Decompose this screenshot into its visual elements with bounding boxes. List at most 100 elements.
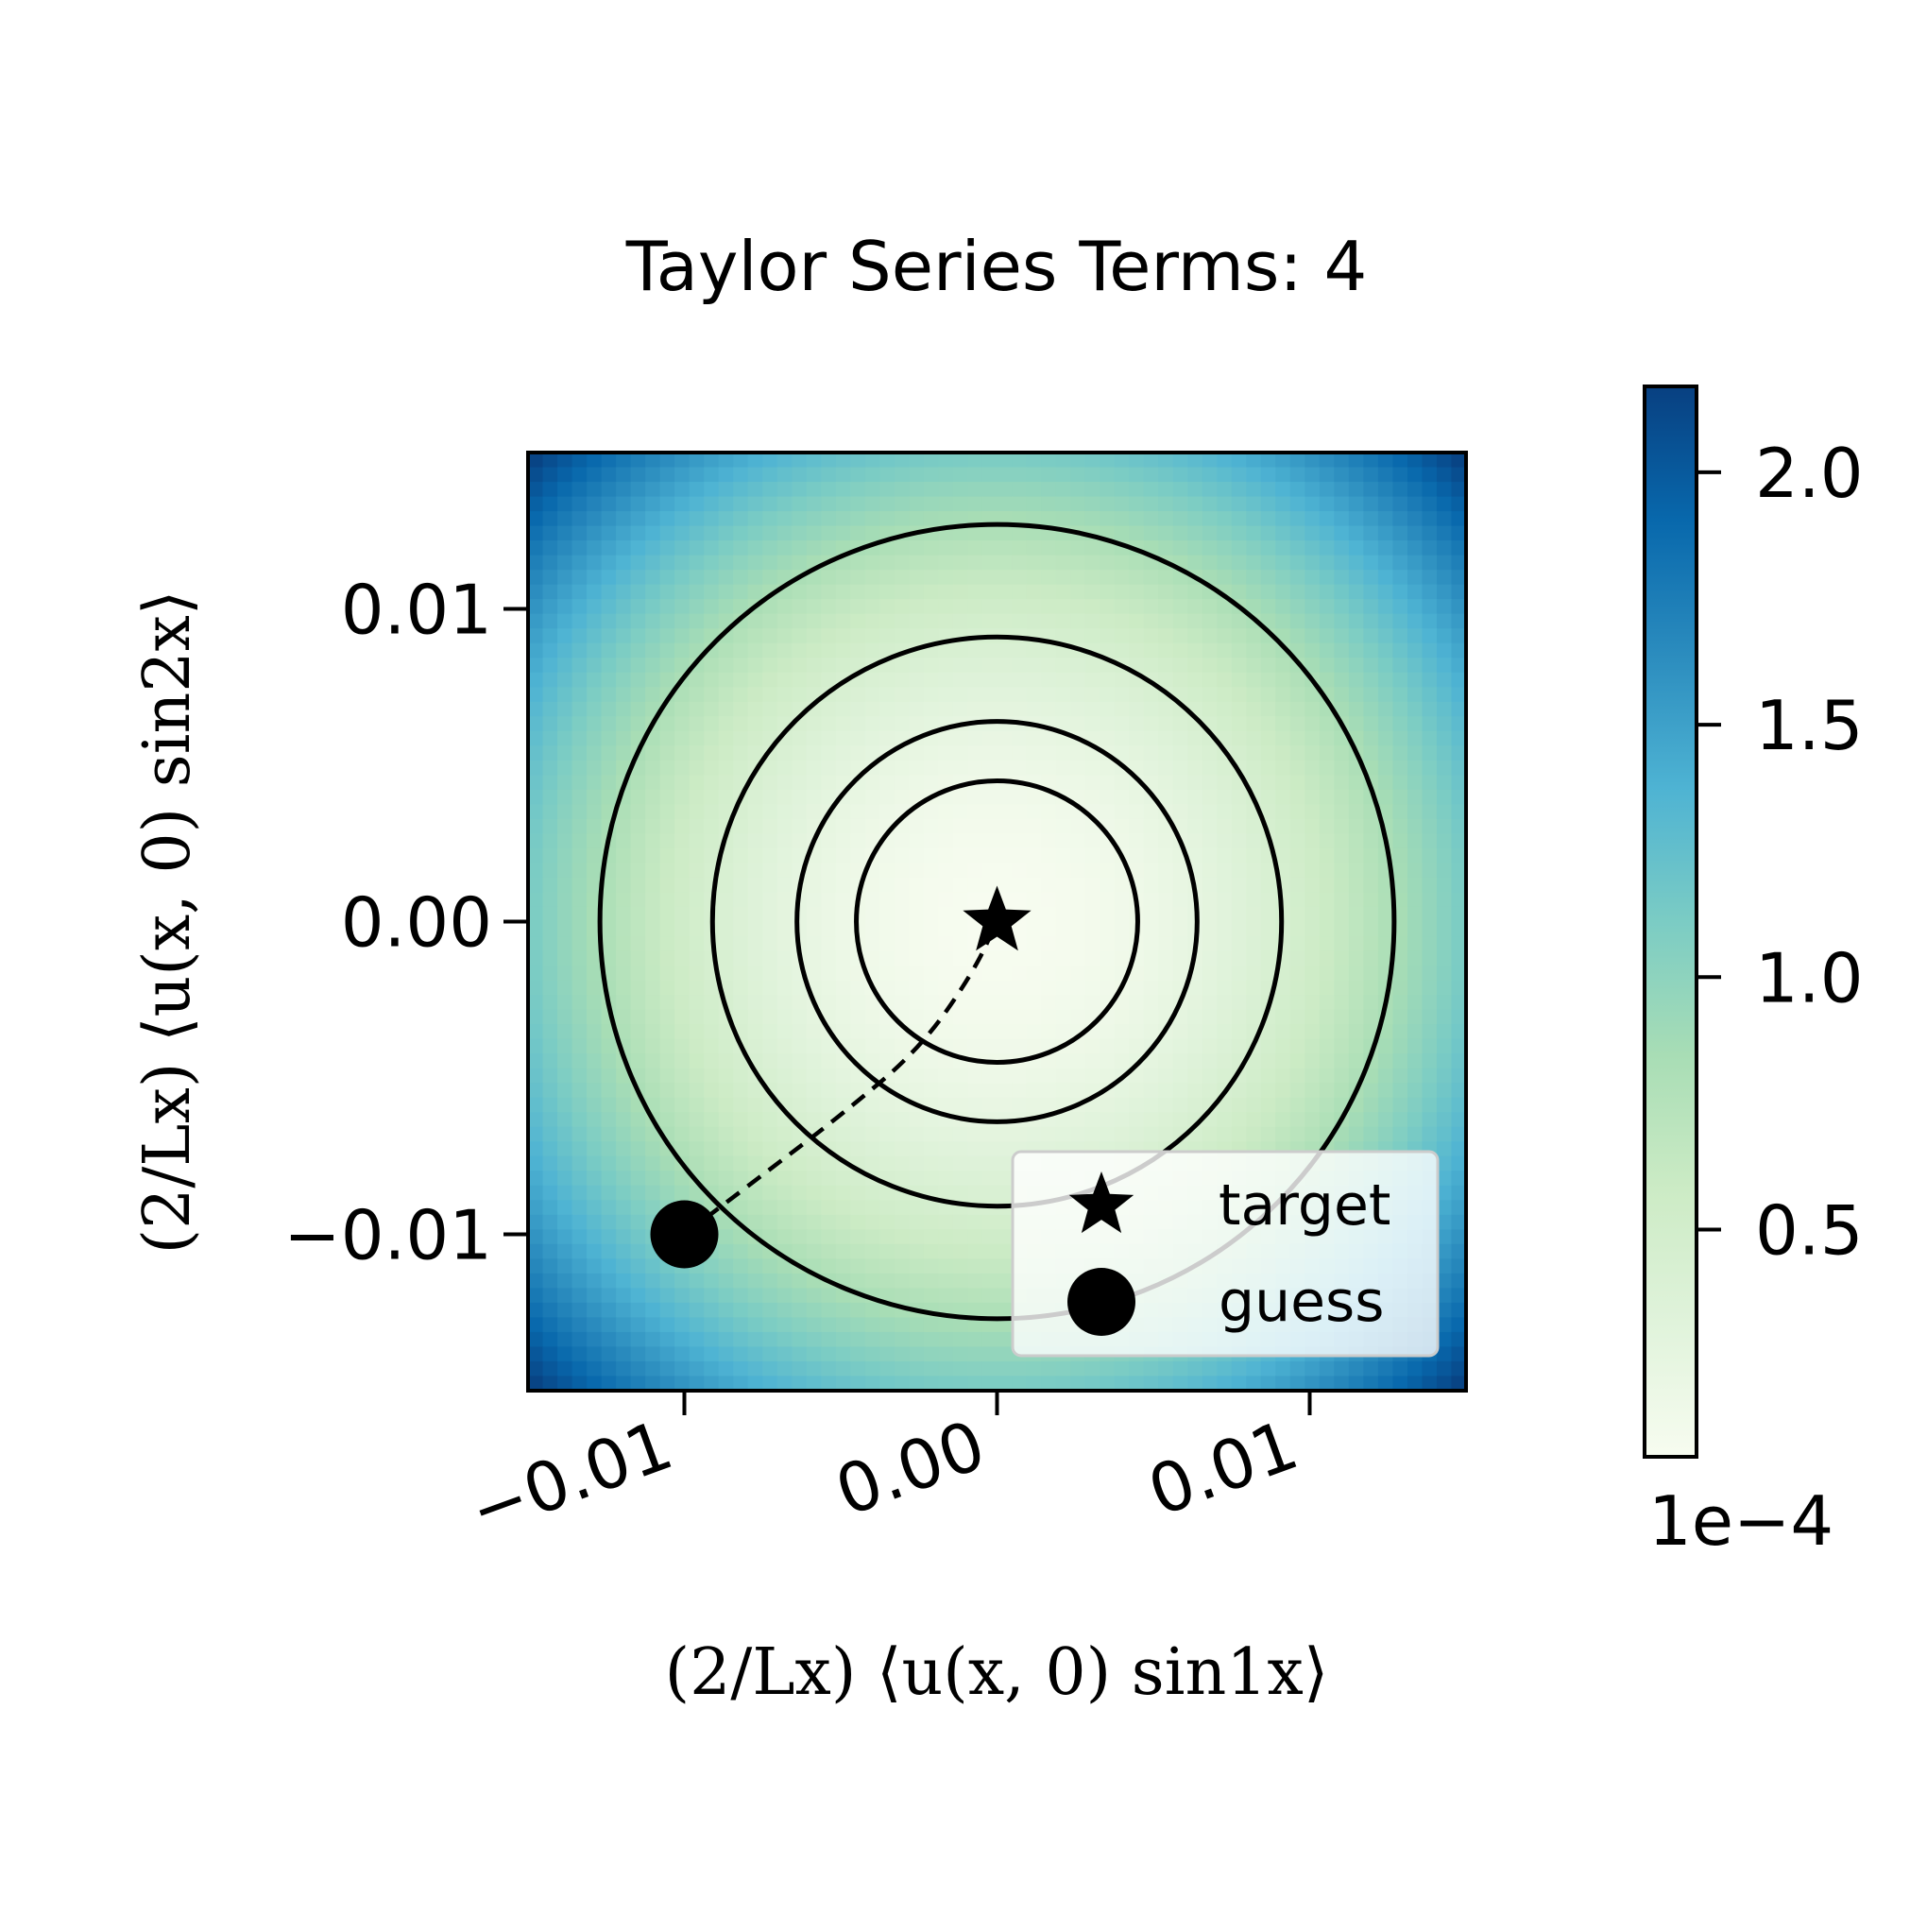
heatmap-cell <box>659 936 675 952</box>
x-tick-label: 0.00 <box>826 1405 995 1531</box>
heatmap-cell <box>718 1376 734 1391</box>
heatmap-cell <box>835 496 851 512</box>
heatmap-cell <box>601 1083 617 1099</box>
heatmap-cell <box>952 525 969 541</box>
heatmap-cell <box>1055 1053 1071 1069</box>
heatmap-cell <box>1436 701 1453 717</box>
heatmap-cell <box>1436 1112 1453 1128</box>
heatmap-cell <box>645 1200 661 1216</box>
heatmap-cell <box>689 995 705 1011</box>
heatmap-cell <box>645 1185 661 1201</box>
heatmap-cell <box>1436 1083 1453 1099</box>
heatmap-cell <box>1172 1038 1188 1054</box>
heatmap-cell <box>704 482 720 498</box>
heatmap-cell <box>909 613 925 629</box>
heatmap-cell <box>542 892 558 908</box>
heatmap-cell <box>1114 628 1130 644</box>
heatmap-cell <box>1305 730 1321 746</box>
heatmap-cell <box>762 950 778 966</box>
heatmap-cell <box>1041 775 1057 791</box>
heatmap-cell <box>776 599 793 615</box>
heatmap-cell <box>850 1024 866 1040</box>
heatmap-cell <box>1246 511 1262 527</box>
heatmap-cell <box>952 936 969 952</box>
heatmap-cell <box>616 921 632 937</box>
heatmap-cell <box>1319 995 1335 1011</box>
heatmap-cell <box>792 584 808 600</box>
heatmap-cell <box>704 847 720 864</box>
heatmap-cell <box>1377 1126 1394 1142</box>
heatmap-cell <box>1289 1009 1305 1025</box>
heatmap-cell <box>1392 906 1408 923</box>
heatmap-cell <box>1129 525 1145 541</box>
heatmap-cell <box>571 1317 588 1333</box>
heatmap-cell <box>762 1288 778 1304</box>
contour-line <box>854 778 1140 1065</box>
heatmap-cell <box>1275 540 1291 556</box>
heatmap-cell <box>1451 716 1466 732</box>
heatmap-cell <box>1012 687 1028 703</box>
heatmap-cell <box>1158 789 1174 805</box>
heatmap-cell <box>630 980 646 996</box>
heatmap-cell <box>616 847 632 864</box>
heatmap-cell <box>835 980 851 996</box>
heatmap-cell <box>704 540 720 556</box>
heatmap-cell <box>733 1360 749 1377</box>
heatmap-cell <box>762 818 778 835</box>
heatmap-cell <box>1451 511 1466 527</box>
heatmap-cell <box>1436 599 1453 615</box>
heatmap-cell <box>1246 921 1262 937</box>
heatmap-cell <box>1436 1302 1453 1319</box>
heatmap-cell <box>821 1185 837 1201</box>
heatmap-cell <box>894 1038 911 1054</box>
heatmap-cell <box>1363 1024 1379 1040</box>
heatmap-cell <box>967 1083 983 1099</box>
heatmap-cell <box>587 540 603 556</box>
heatmap-cell <box>674 1273 691 1289</box>
heatmap-cell <box>689 1346 705 1362</box>
heatmap-cell <box>909 1083 925 1099</box>
heatmap-cell <box>689 482 705 498</box>
heatmap-cell <box>1055 863 1071 879</box>
heatmap-cell <box>1187 540 1203 556</box>
heatmap-cell <box>587 1243 603 1259</box>
heatmap-cell <box>909 966 925 982</box>
heatmap-cell <box>1100 775 1116 791</box>
heatmap-cell <box>864 1243 880 1259</box>
heatmap-cell <box>1187 613 1203 629</box>
heatmap-cell <box>1305 847 1321 864</box>
heatmap-cell <box>776 1126 793 1142</box>
heatmap-cell <box>1319 980 1335 996</box>
heatmap-cell <box>1377 775 1394 791</box>
heatmap-cell <box>557 555 573 571</box>
heatmap-cell <box>718 1155 734 1171</box>
heatmap-cell <box>1260 789 1276 805</box>
heatmap-cell <box>1172 467 1188 483</box>
heatmap-cell <box>747 818 763 835</box>
heatmap-cell <box>528 482 544 498</box>
heatmap-cell <box>689 1302 705 1319</box>
heatmap-cell <box>1407 511 1424 527</box>
heatmap-cell <box>1363 511 1379 527</box>
heatmap-cell <box>587 511 603 527</box>
heatmap-cell <box>571 980 588 996</box>
heatmap-cell <box>894 1141 911 1157</box>
heatmap-cell <box>689 921 705 937</box>
heatmap-cell <box>879 496 895 512</box>
heatmap-cell <box>923 555 940 571</box>
heatmap-cell <box>938 966 954 982</box>
heatmap-cell <box>587 1346 603 1362</box>
heatmap-cell <box>1451 658 1466 674</box>
heatmap-cell <box>616 672 632 688</box>
heatmap-cell <box>821 1302 837 1319</box>
heatmap-cell <box>1377 482 1394 498</box>
heatmap-cell <box>616 995 632 1011</box>
heatmap-cell <box>776 1024 793 1040</box>
heatmap-cell <box>981 760 998 776</box>
heatmap-cell <box>1363 966 1379 982</box>
heatmap-cell <box>776 1200 793 1216</box>
heatmap-cell <box>792 1302 808 1319</box>
heatmap-cell <box>1289 892 1305 908</box>
heatmap-cell <box>733 863 749 879</box>
heatmap-cell <box>659 672 675 688</box>
